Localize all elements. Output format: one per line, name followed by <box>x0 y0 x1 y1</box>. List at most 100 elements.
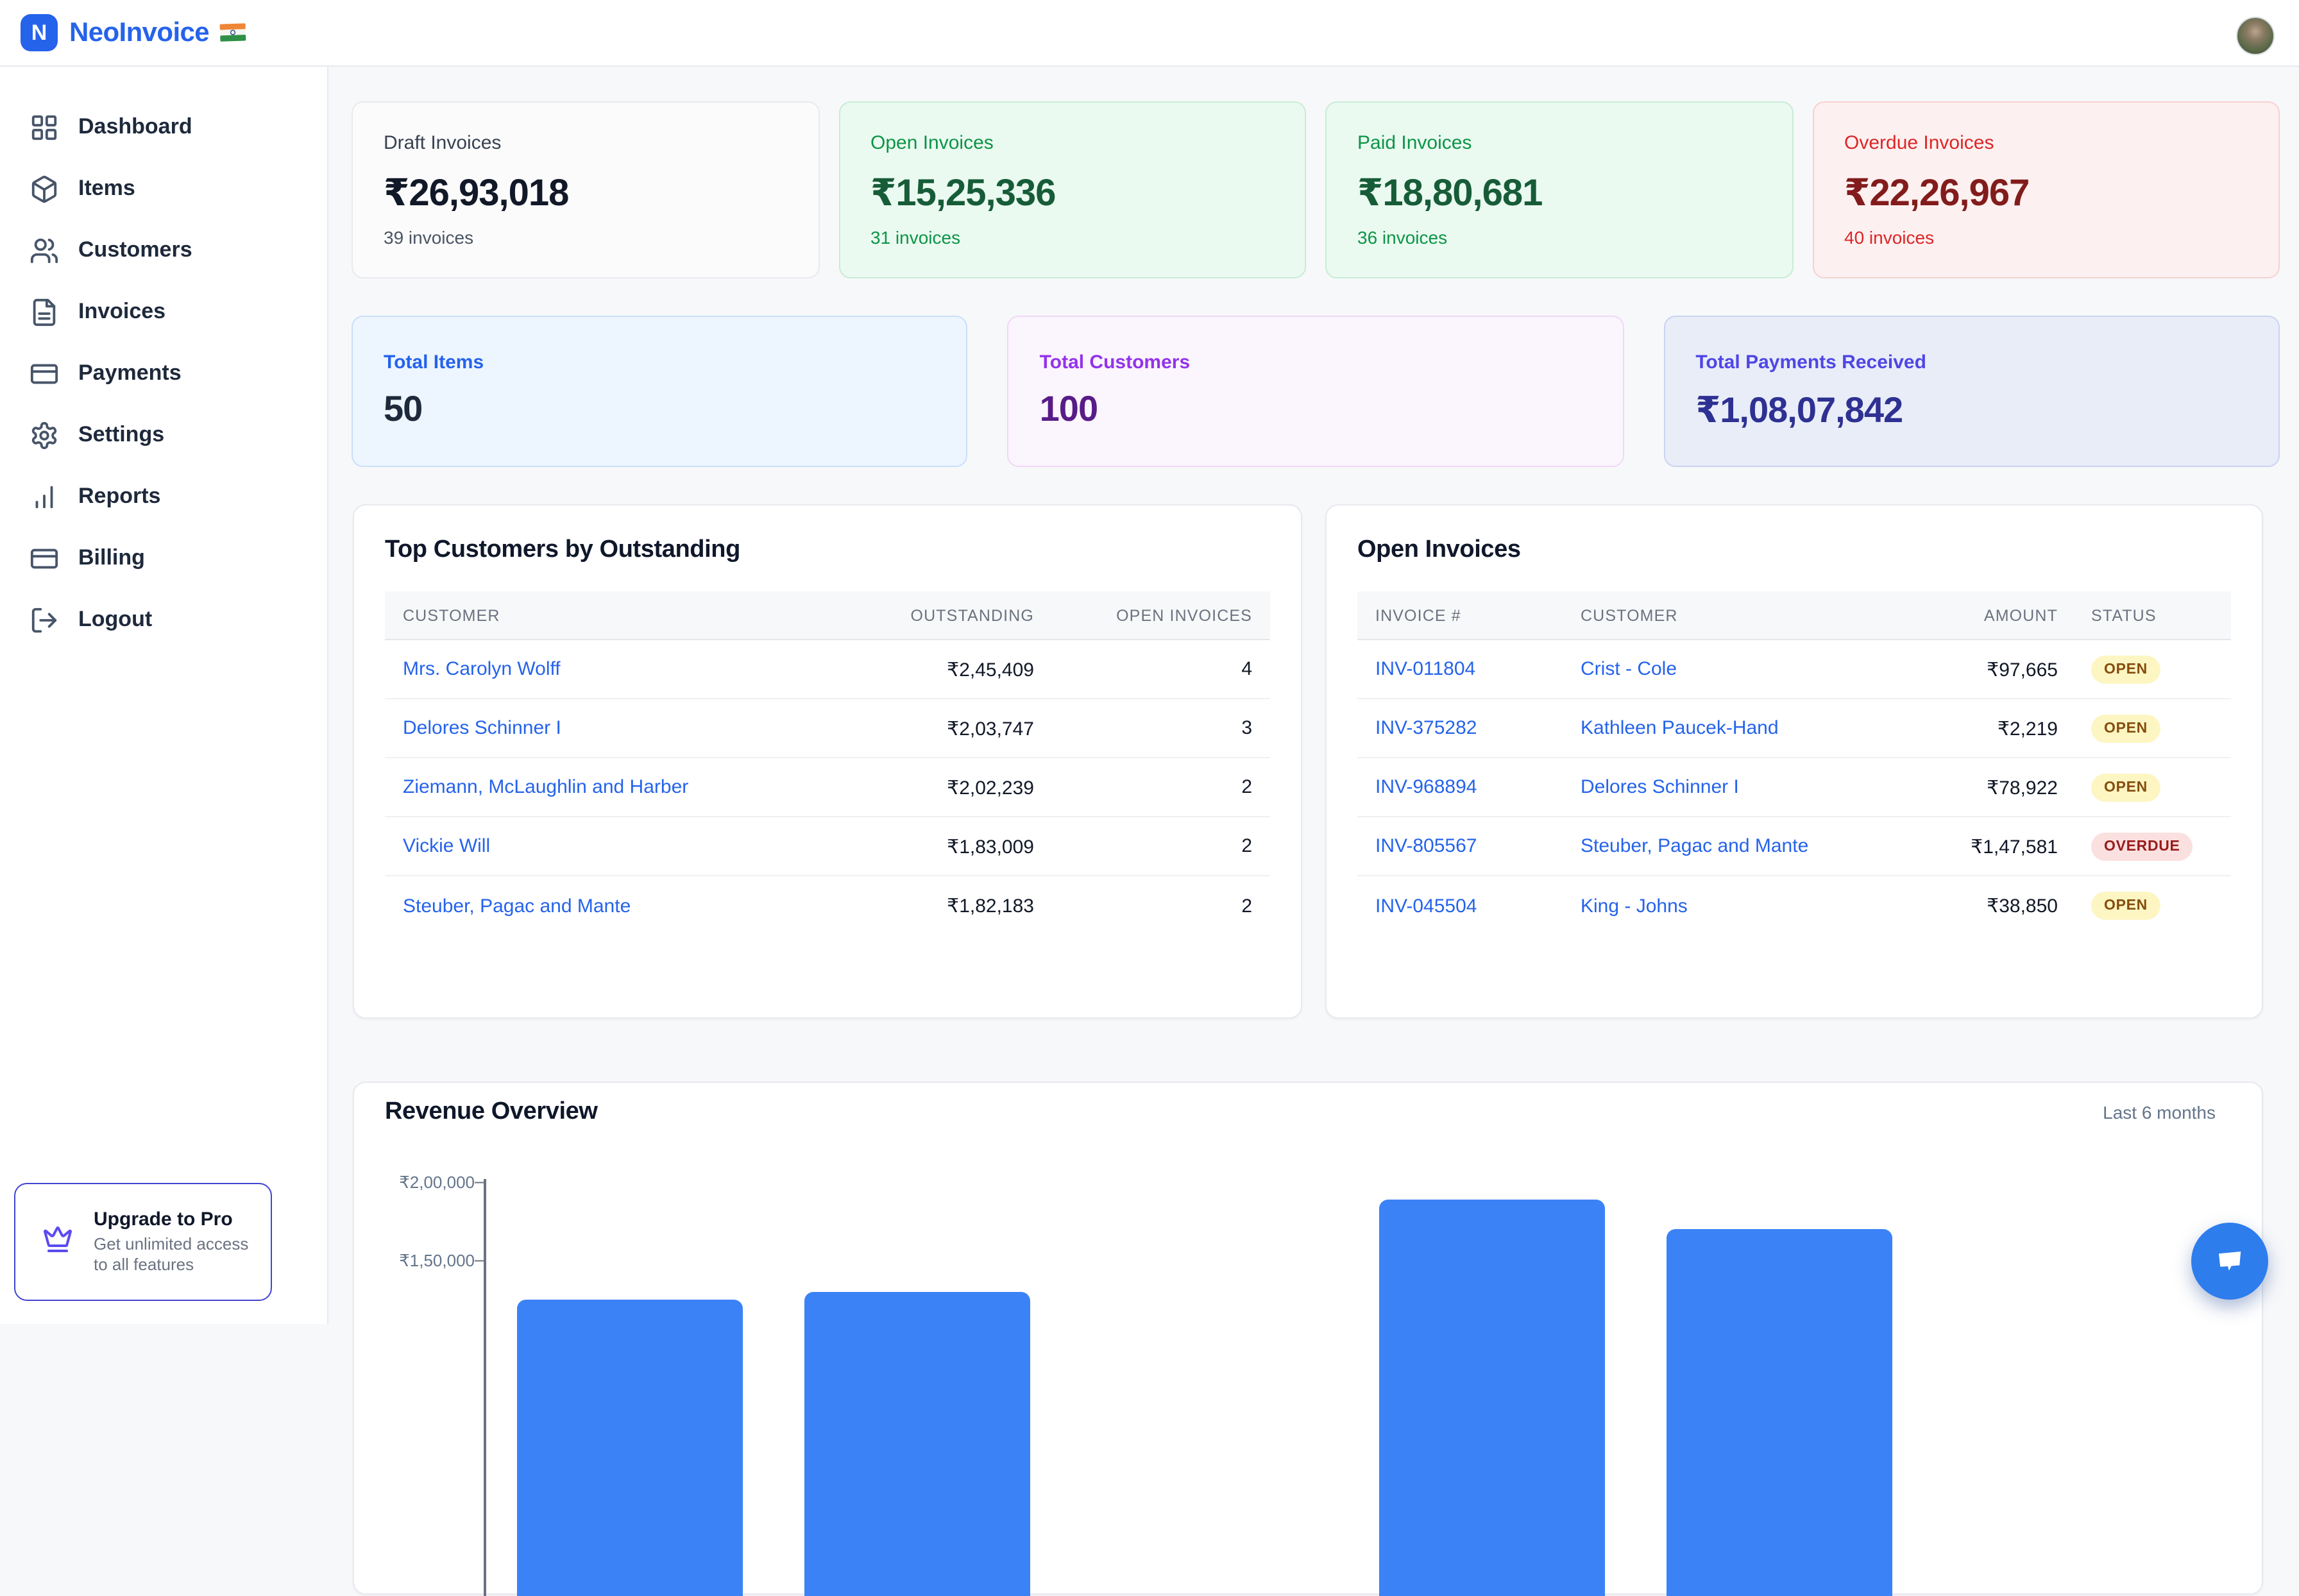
customer-link[interactable]: Vickie Will <box>403 835 491 857</box>
y-axis-tick-label: ₹2,00,000 <box>399 1172 475 1191</box>
customer-link[interactable]: Mrs. Carolyn Wolff <box>403 658 561 680</box>
summary-card-overdue-invoices: Overdue Invoices ₹22,26,967 40 invoices <box>1812 101 2280 278</box>
sidebar-item-label: Billing <box>78 545 145 570</box>
sidebar-item-customers[interactable]: Customers <box>0 219 327 281</box>
customer-link[interactable]: King - Johns <box>1581 895 1688 917</box>
card-label: Total Payments Received <box>1695 352 1926 373</box>
column-header: Customer <box>403 606 500 624</box>
settings-icon <box>30 420 59 450</box>
sidebar-item-billing[interactable]: Billing <box>0 527 327 589</box>
invoice-amount: ₹1,47,581 <box>1971 836 2058 858</box>
customer-link[interactable]: Steuber, Pagac and Mante <box>1581 835 1809 857</box>
status-badge: OPEN <box>2091 655 2160 683</box>
sidebar-item-payments[interactable]: Payments <box>0 343 327 404</box>
status-cell: OPEN <box>2058 892 2214 920</box>
table-row: Delores Schinner I ₹2,03,747 3 <box>385 699 1270 758</box>
open-invoice-count: 4 <box>1241 658 1252 680</box>
customer-link[interactable]: Ziemann, McLaughlin and Harber <box>403 776 689 798</box>
crown-icon <box>42 1223 73 1261</box>
invoice-amount: ₹97,665 <box>1987 659 2058 681</box>
invoice-link[interactable]: INV-045504 <box>1375 895 1477 917</box>
revenue-bar <box>804 1291 1030 1596</box>
upgrade-to-pro-card[interactable]: Upgrade to Pro Get unlimited access to a… <box>14 1183 272 1301</box>
invoice-link[interactable]: INV-968894 <box>1375 776 1477 798</box>
card-label: Open Invoices <box>870 132 994 154</box>
open-invoices-title: Open Invoices <box>1357 536 1521 563</box>
sidebar-item-label: Settings <box>78 422 165 446</box>
revenue-title: Revenue Overview <box>385 1098 598 1125</box>
summary-card-open-invoices: Open Invoices ₹15,25,336 31 invoices <box>838 101 1306 278</box>
india-flag-icon <box>219 23 246 42</box>
customer-link[interactable]: Steuber, Pagac and Mante <box>403 895 631 917</box>
column-header: Outstanding <box>910 606 1034 624</box>
user-avatar[interactable] <box>2236 17 2275 55</box>
column-header: Amount <box>1983 606 2058 624</box>
app-name: NeoInvoice <box>69 17 210 47</box>
table-row: INV-011804 Crist - Cole ₹97,665 OPEN <box>1357 640 2231 699</box>
card-amount: ₹26,93,018 <box>384 173 569 214</box>
sidebar-item-logout[interactable]: Logout <box>0 589 327 650</box>
sidebar-item-items[interactable]: Items <box>0 158 327 219</box>
sidebar-nav: Dashboard Items Customers Invoices Payme… <box>0 67 327 650</box>
sidebar-item-label: Invoices <box>78 299 166 323</box>
customer-link[interactable]: Crist - Cole <box>1581 658 1677 680</box>
bar-chart-icon <box>30 482 59 511</box>
open-invoices-table: Invoice # Customer Amount Status INV-011… <box>1357 591 2231 935</box>
card-label: Total Customers <box>1039 352 1191 373</box>
y-axis-tick <box>475 1259 485 1262</box>
card-label: Draft Invoices <box>384 132 502 154</box>
topbar: N NeoInvoice <box>0 0 2299 67</box>
revenue-bar <box>516 1300 742 1596</box>
customer-link[interactable]: Delores Schinner I <box>403 717 561 739</box>
revenue-overview-panel: Revenue Overview Last 6 months ₹2,00,000… <box>353 1082 2264 1596</box>
open-invoice-count: 2 <box>1241 835 1252 857</box>
customer-link[interactable]: Delores Schinner I <box>1581 776 1739 798</box>
sidebar-item-dashboard[interactable]: Dashboard <box>0 96 327 158</box>
credit-card-icon <box>30 359 59 388</box>
sidebar-item-invoices[interactable]: Invoices <box>0 281 327 343</box>
invoice-link[interactable]: INV-375282 <box>1375 717 1477 739</box>
sidebar-item-label: Logout <box>78 607 153 631</box>
status-cell: OPEN <box>2058 655 2214 683</box>
sidebar: Dashboard Items Customers Invoices Payme… <box>0 67 328 1324</box>
top-customers-table: Customer Outstanding Open Invoices Mrs. … <box>385 591 1270 935</box>
invoice-amount: ₹38,850 <box>1987 896 2058 917</box>
summary-card-paid-invoices: Paid Invoices ₹18,80,681 36 invoices <box>1325 101 1793 278</box>
app-logo-letter: N <box>31 20 47 44</box>
y-axis-line <box>484 1179 486 1596</box>
stat-card-total-customers: Total Customers 100 <box>1007 316 1624 467</box>
customer-link[interactable]: Kathleen Paucek-Hand <box>1581 717 1779 739</box>
upgrade-text: Upgrade to Pro Get unlimited access to a… <box>94 1208 255 1276</box>
card-value: ₹1,08,07,842 <box>1695 390 1903 430</box>
status-cell: OPEN <box>2058 714 2214 742</box>
card-label: Paid Invoices <box>1357 132 1472 154</box>
invoice-link[interactable]: INV-011804 <box>1375 658 1476 680</box>
sidebar-item-label: Payments <box>78 361 182 385</box>
column-header: Invoice # <box>1375 606 1461 624</box>
sidebar-item-label: Dashboard <box>78 114 192 139</box>
top-customers-panel: Top Customers by Outstanding Customer Ou… <box>353 504 1302 1019</box>
stat-card-total-payments-received: Total Payments Received ₹1,08,07,842 <box>1663 316 2280 467</box>
status-cell: OVERDUE <box>2058 832 2214 860</box>
status-badge: OPEN <box>2091 892 2160 920</box>
sidebar-item-settings[interactable]: Settings <box>0 404 327 466</box>
sidebar-item-label: Reports <box>78 484 161 508</box>
credit-card-icon <box>30 543 59 573</box>
revenue-bar-chart: ₹2,00,000 ₹1,50,000 <box>354 1083 2264 1596</box>
y-axis-tick <box>475 1181 485 1184</box>
table-row: Mrs. Carolyn Wolff ₹2,45,409 4 <box>385 640 1270 699</box>
table-row: INV-805567 Steuber, Pagac and Mante ₹1,4… <box>1357 817 2231 876</box>
table-header-row: Invoice # Customer Amount Status <box>1357 591 2231 640</box>
card-invoice-count: 31 invoices <box>870 227 961 248</box>
y-axis-tick-label: ₹1,50,000 <box>399 1250 475 1269</box>
file-text-icon <box>30 297 59 327</box>
table-row: INV-968894 Delores Schinner I ₹78,922 OP… <box>1357 758 2231 817</box>
stat-card-total-items: Total Items 50 <box>352 316 968 467</box>
chat-launcher-button[interactable] <box>2191 1223 2268 1300</box>
table-row: INV-045504 King - Johns ₹38,850 OPEN <box>1357 876 2231 935</box>
upgrade-subtitle: Get unlimited access to all features <box>94 1234 249 1274</box>
invoice-link[interactable]: INV-805567 <box>1375 835 1477 857</box>
sidebar-item-reports[interactable]: Reports <box>0 466 327 527</box>
app-logo[interactable]: N <box>21 14 58 51</box>
upgrade-title: Upgrade to Pro <box>94 1208 233 1230</box>
